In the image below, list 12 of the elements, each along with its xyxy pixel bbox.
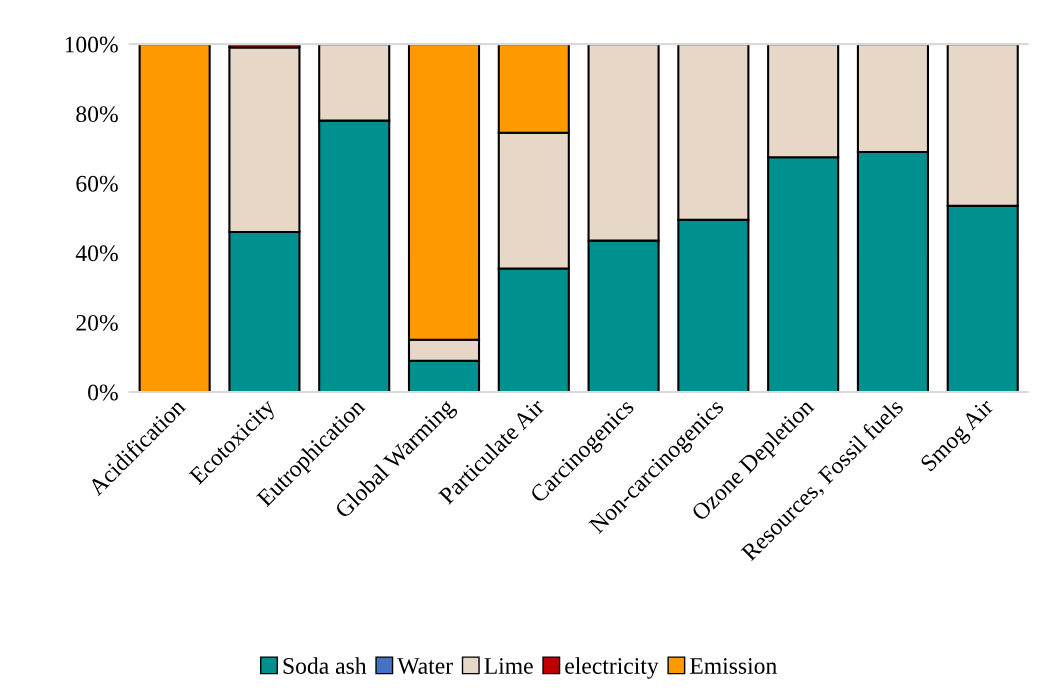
legend-label: Water <box>397 658 453 675</box>
y-tick-label: 0% <box>88 384 118 401</box>
bar <box>138 44 211 392</box>
legend-label: Emission <box>690 658 777 674</box>
legend-label: Soda ash <box>283 657 367 674</box>
y-tick-label: 80% <box>76 106 118 123</box>
y-tick-label: 20% <box>76 314 118 331</box>
y-tick-label: 40% <box>75 245 118 262</box>
legend-label: electricity <box>565 657 659 679</box>
y-tick-label: 100% <box>65 36 118 53</box>
legend-label: Lime <box>484 658 533 674</box>
y-tick-label: 60% <box>76 175 118 192</box>
